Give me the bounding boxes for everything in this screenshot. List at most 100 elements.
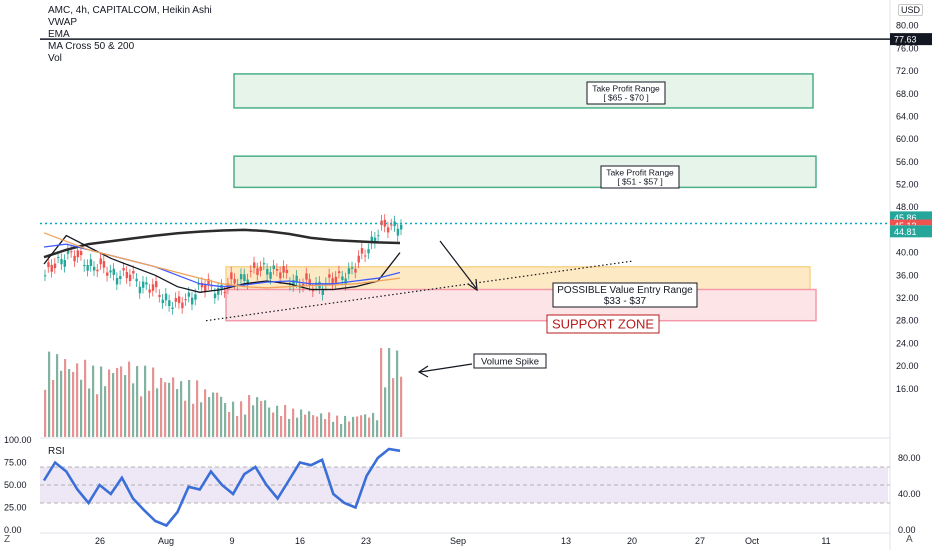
volume-bar (400, 376, 403, 437)
candle-body (184, 299, 187, 301)
volume-bar (76, 363, 79, 437)
volume-spike-label-box (473, 353, 547, 369)
volume-bar (248, 395, 251, 437)
volume-bar (104, 386, 107, 437)
candle-body (138, 286, 142, 294)
volume-bar (256, 397, 259, 437)
candle-body (79, 251, 83, 256)
candle-body (135, 278, 138, 282)
volume-bar (324, 419, 327, 437)
volume-bar (392, 378, 395, 437)
time-tick-label: 26 (95, 536, 105, 546)
candle-body (168, 300, 171, 307)
time-tick-label: 27 (695, 536, 705, 546)
annotation-zone (233, 73, 814, 109)
candle-body (357, 255, 360, 263)
volume-bar (152, 367, 155, 437)
volume-bar (296, 417, 299, 437)
time-tick-label: 9 (229, 536, 234, 546)
support-zone-label-box (546, 314, 660, 334)
volume-bar (172, 377, 175, 437)
volume-bar (312, 415, 315, 437)
volume-bar (192, 403, 195, 437)
volume-bar (364, 414, 367, 437)
candle-body (272, 265, 276, 270)
candle-body (337, 271, 341, 274)
candle-body (213, 293, 217, 299)
candle-body (164, 293, 168, 301)
price-tag-label: 45.86 (894, 213, 917, 223)
legend-vwap[interactable]: VWAP (48, 17, 78, 28)
volume-bar (280, 416, 283, 437)
volume-bar (220, 396, 223, 437)
candle-body (60, 259, 63, 265)
price-tick-label: 56.00 (896, 157, 919, 167)
legend-ema[interactable]: EMA (48, 29, 70, 40)
volume-bar (156, 388, 159, 437)
rsi-right-tick: 0.00 (898, 525, 916, 535)
volume-bar (184, 400, 187, 437)
volume-bar (96, 394, 99, 437)
volume-bar (212, 392, 215, 437)
volume-bar (64, 359, 67, 437)
candle-body (266, 268, 269, 275)
volume-bar (84, 359, 87, 437)
volume-bar (240, 401, 243, 437)
volume-bar (92, 365, 95, 437)
candle-body (249, 270, 253, 272)
volume-bar (108, 369, 111, 437)
candle-body (190, 297, 194, 305)
volume-bar (188, 379, 191, 437)
rsi-left-tick: 50.00 (4, 480, 27, 490)
candle-body (119, 276, 122, 279)
volume-bar (144, 365, 147, 437)
candle-body (50, 264, 53, 272)
price-tick-label: 64.00 (896, 111, 919, 121)
time-tick-label: 13 (561, 536, 571, 546)
auto-scale-toggle[interactable]: A (906, 534, 913, 545)
price-tick-label: 32.00 (896, 293, 919, 303)
annotation-zone (233, 155, 817, 189)
volume-bar (116, 368, 119, 437)
rsi-left-tick: 100.00 (4, 435, 32, 445)
volume-bar (276, 405, 279, 437)
volume-bar (268, 407, 271, 437)
candle-body (360, 248, 364, 254)
candle-body (171, 307, 174, 309)
candle-body (308, 279, 311, 286)
zoom-toggle[interactable]: Z (4, 534, 11, 545)
candle-body (155, 281, 158, 288)
legend-ma-cross[interactable]: MA Cross 50 & 200 (48, 41, 135, 52)
candle-body (73, 255, 76, 262)
candle-body (102, 261, 106, 268)
time-tick-label: 16 (295, 536, 305, 546)
currency-badge[interactable]: USD (898, 4, 924, 16)
rsi-label[interactable]: RSI (48, 446, 65, 457)
candle-body (57, 257, 60, 259)
volume-bar (60, 370, 63, 437)
symbol-title[interactable]: AMC, 4h, CAPITALCOM, Heikin Ashi (48, 5, 212, 16)
volume-bar (208, 397, 211, 437)
rsi-left-tick: 0.00 (4, 525, 22, 535)
volume-bar (160, 377, 163, 437)
volume-bar (356, 416, 359, 437)
volume-bar (260, 401, 263, 437)
candle-body (151, 284, 155, 291)
candle-body (174, 298, 178, 302)
price-tick-label: 76.00 (896, 43, 919, 53)
candle-body (70, 251, 73, 253)
candle-body (161, 299, 164, 304)
volume-bar (320, 413, 323, 437)
time-tick-label: 20 (627, 536, 637, 546)
annotation-zone (225, 266, 811, 294)
rsi-line (42, 447, 401, 528)
volume-bar (44, 389, 47, 437)
ma-line-3 (43, 232, 401, 289)
volume-bar (216, 392, 219, 437)
legend-vol[interactable]: Vol (48, 53, 62, 64)
price-tick-label: 68.00 (896, 89, 919, 99)
volume-bar (316, 416, 319, 437)
candle-body (197, 283, 200, 285)
